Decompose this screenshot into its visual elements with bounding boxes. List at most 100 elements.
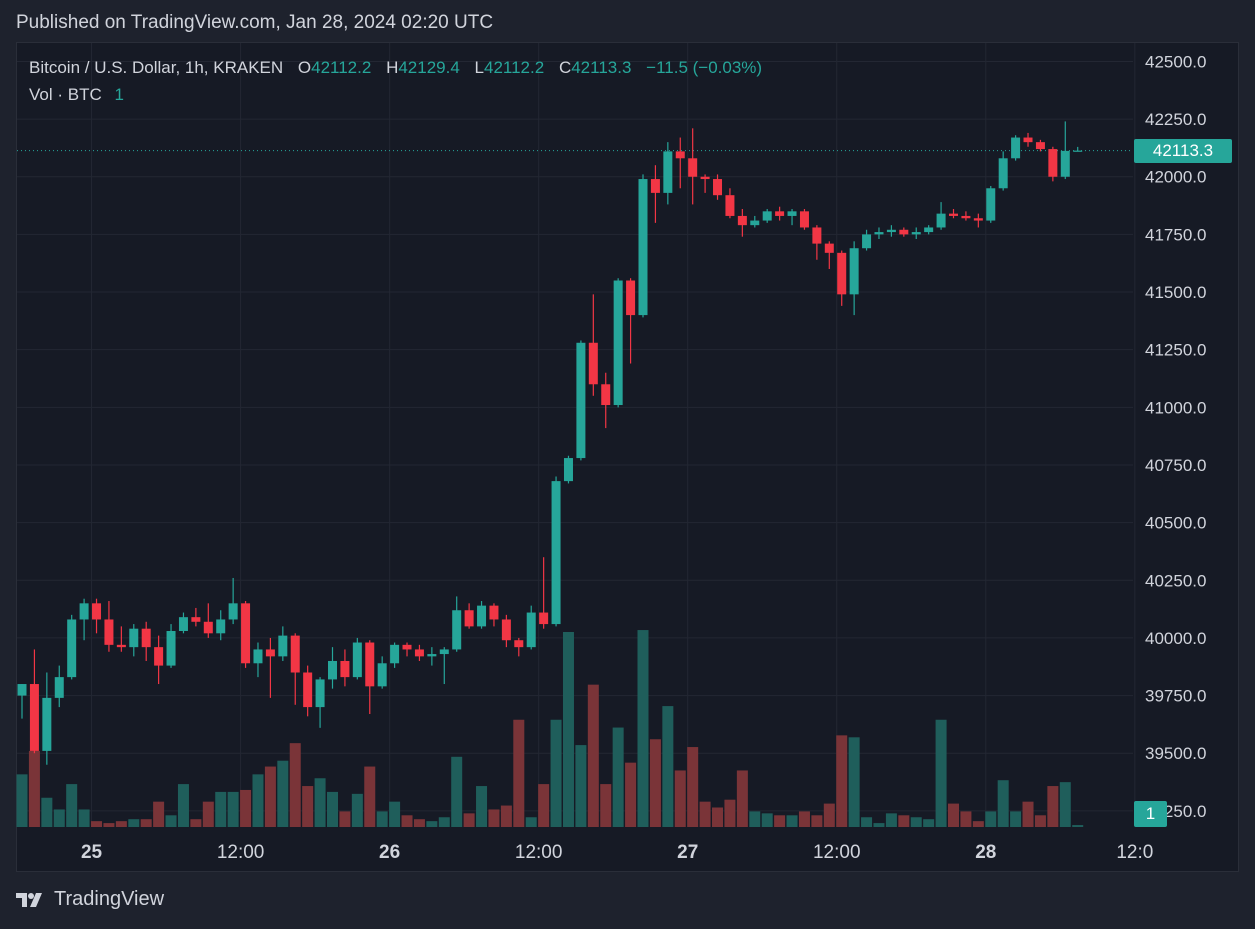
candle [688,128,698,205]
candle [104,601,114,652]
candle [290,633,300,705]
candle [563,455,573,484]
volume-bar [215,791,227,827]
candle-body [390,644,400,664]
candle [216,610,226,641]
volume-bar [811,815,823,827]
low-value: 42112.2 [484,58,545,77]
candle [514,637,524,657]
candle-body [924,227,934,233]
chart-legend: Bitcoin / U.S. Dollar, 1h, KRAKEN O42112… [29,58,762,105]
candle [911,227,921,239]
volume-bar [289,743,301,827]
candle-body [688,158,698,177]
candle [663,142,673,205]
candle [949,209,958,219]
candle-body [1011,137,1021,159]
candle-body [340,660,350,678]
candle-body [228,603,238,620]
volume-bar [836,735,848,827]
candle-body [328,660,337,680]
volume-bar [53,809,65,827]
volume-bar [115,821,127,827]
candle [328,647,337,689]
candle-body [104,619,114,645]
volume-bar [798,811,810,827]
volume-bar [960,811,972,827]
candle [675,137,685,189]
candle-body [1060,150,1070,177]
price-tick-label: 40250.0 [1145,571,1206,590]
candle-body [178,617,188,631]
candle-body [278,635,288,657]
volume-bar [327,791,338,827]
candle-body [154,647,164,666]
volume-bar [140,819,152,827]
candle-body [477,605,487,627]
volume-bar [525,817,537,827]
volume-bar [1010,811,1022,827]
candle-body [501,619,511,641]
volume-bar [898,815,910,827]
volume-bar [538,784,550,827]
volume-bar [513,719,525,827]
candle [1035,139,1045,152]
time-axis[interactable]: 25 12:00 26 12:00 27 12:00 28 12:0 [81,842,1153,863]
candle-body [92,603,102,620]
candle [886,225,896,237]
candle [750,215,760,228]
candle [1073,146,1083,152]
candle-body [1073,150,1083,152]
volume-bar [823,803,835,827]
candle-body [79,603,89,620]
candle [973,213,983,228]
volume-bar [587,684,599,827]
candle [265,637,275,698]
candle-body [377,663,387,687]
candle [1048,146,1058,182]
candle-body [439,649,449,655]
candle-body [775,211,785,216]
volume-bar [103,823,115,827]
footer-brand[interactable]: TradingView [16,888,164,911]
candle-body [713,179,723,196]
price-axis[interactable]: 42500.0 42250.0 42000.0 41750.0 41500.0 41250… [1145,52,1206,820]
candle-body [886,229,896,233]
change-value: −11.5 (−0.03%) [646,58,763,77]
candle [725,188,735,219]
price-tick-label: 41500.0 [1145,283,1206,302]
candle-body [303,672,313,708]
candle [762,209,772,223]
volume-bar [674,770,686,827]
candle-body [427,654,437,657]
candle [551,476,561,627]
volume-bar [227,791,239,827]
candle [849,241,859,316]
price-tick-label: 42500.0 [1145,52,1206,71]
chart-pane[interactable] [16,42,1239,872]
candle-body [986,188,996,221]
candle [365,640,375,715]
volume-bar [252,774,264,827]
candle [576,340,586,461]
candle [414,644,424,661]
candle-body [650,179,660,193]
price-tick-label: 40750.0 [1145,456,1206,475]
candle [924,225,934,235]
candle [203,603,213,638]
candle [1011,135,1021,161]
tradingview-logo-icon [16,892,42,907]
candle [191,607,201,627]
volume-bar [302,786,314,827]
grid-lines [17,43,1136,827]
candle [402,642,412,657]
candle-body [1023,137,1033,143]
candle-body [576,342,586,459]
candle-body [563,458,573,482]
volume-bar [41,797,53,827]
candle-body [402,644,412,650]
candle [452,596,462,652]
time-tick-label: 27 [677,842,698,863]
candle-body [613,280,623,406]
